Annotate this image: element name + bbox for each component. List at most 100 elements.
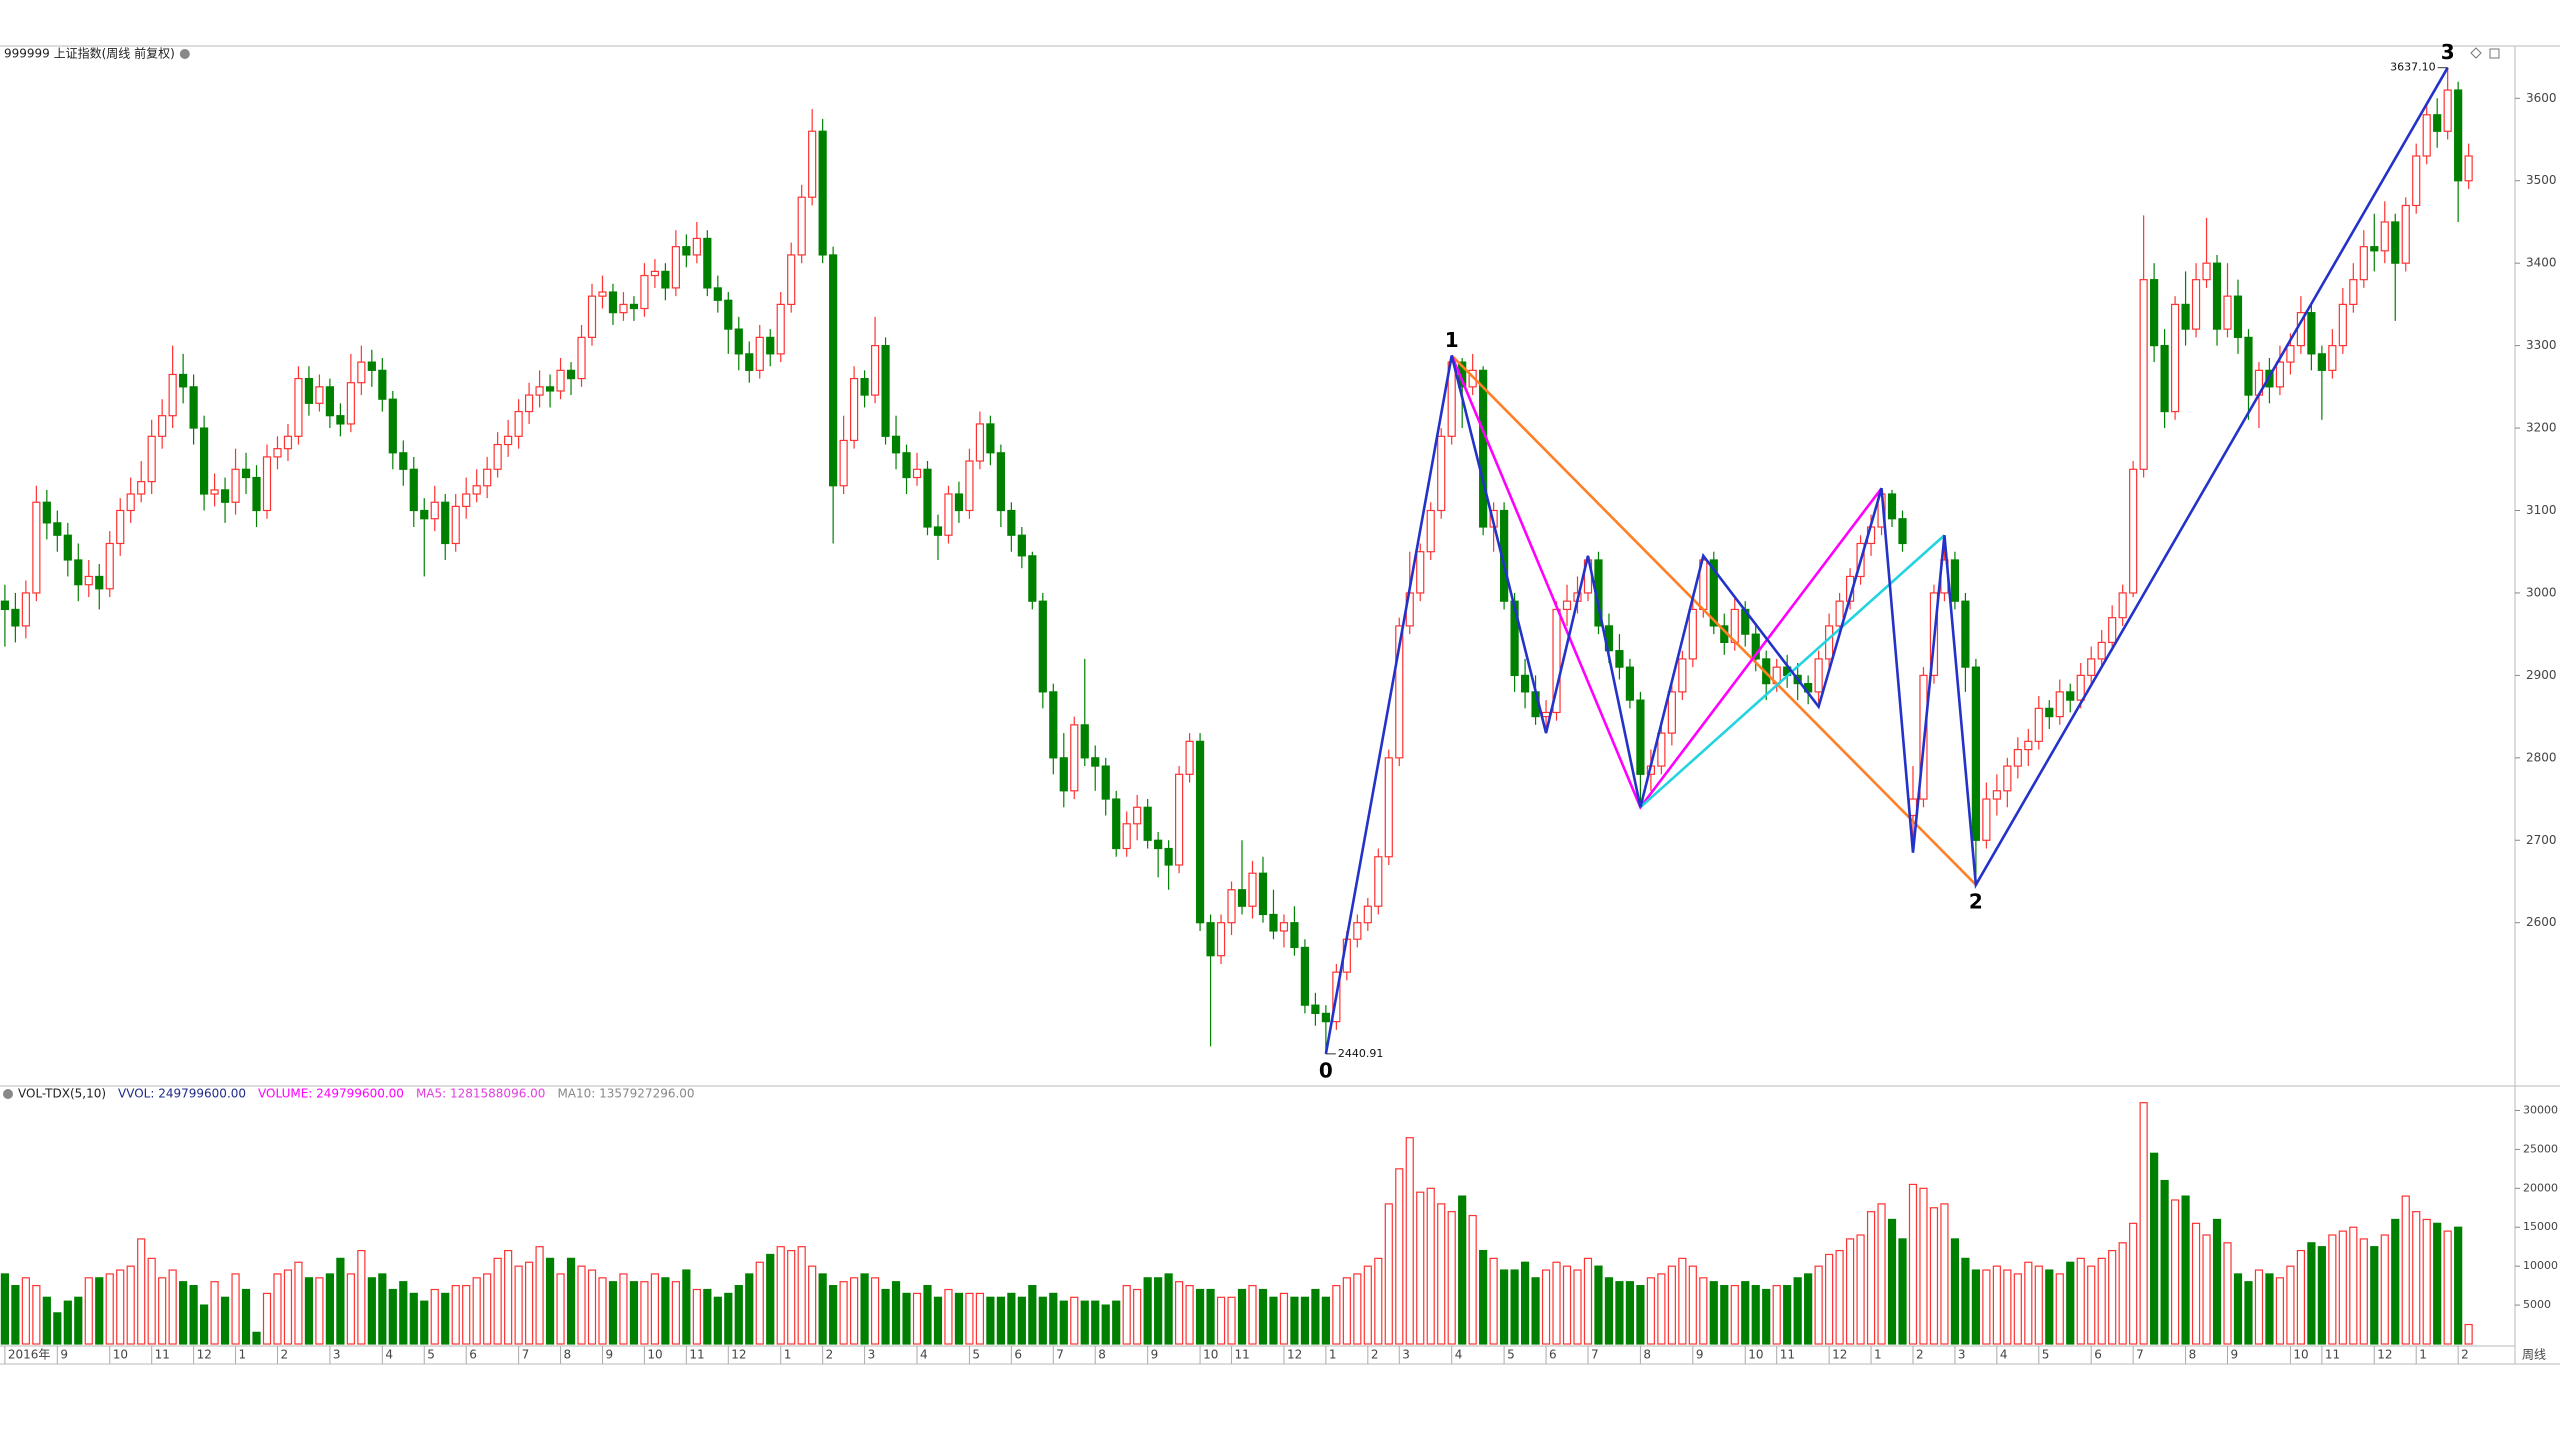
candle-body [430,501,439,520]
candle-body [147,435,156,483]
candle-body [179,373,188,388]
volume-bar [1929,1207,1939,1345]
candle-body [755,336,764,371]
chart-title: 999999 上证指数(周线 前复权) [4,46,175,61]
volume-header-item: VVOL: 249799600.00 [118,1087,246,1101]
candle-body [1195,740,1205,924]
y-tick-label: 2600 [2526,915,2557,929]
candle-body [462,493,471,507]
x-tick-label: 10 [113,1348,128,1362]
volume-bar [0,1273,9,1345]
volume-bar [1856,1234,1865,1345]
volume-bar [1195,1288,1205,1345]
volume-bar [388,1288,397,1345]
candle-body [514,410,523,437]
candle-body [262,456,272,512]
candle-body [1982,798,1991,841]
period-label[interactable]: 周线 [2522,1348,2546,1362]
window-icon[interactable] [2489,48,2500,59]
volume-bar [1300,1296,1310,1345]
candle-body [745,353,754,371]
candle-body [1143,806,1152,841]
volume-bar [74,1296,83,1345]
candle-body [1416,551,1425,594]
candle-body [1269,913,1278,932]
volume-bar [954,1292,964,1345]
candle-body [1154,839,1163,850]
candle-body [556,369,565,392]
volume-bar [2045,1269,2054,1345]
volume-bar [273,1273,282,1345]
candle-body [839,439,848,487]
candle-body [1311,1004,1320,1014]
volume-bar [1814,1265,1823,1345]
volume-bar [1143,1277,1152,1345]
x-tick-label: 7 [522,1348,530,1362]
volume-bar [1206,1288,1215,1345]
candle-body [1814,658,1823,693]
volume-bar [1500,1269,1509,1345]
y-tick-label: 3100 [2526,503,2557,517]
volume-bar [126,1265,135,1345]
volume-bar [1216,1296,1226,1345]
candle-body [1059,757,1068,792]
volume-bar [1447,1211,1456,1345]
x-tick-label: 10 [1203,1348,1218,1362]
volume-bar [860,1273,869,1345]
volume-bar [1154,1277,1163,1345]
volume-menu-icon[interactable] [3,1089,13,1099]
candle-body [1175,773,1184,866]
volume-bar [1384,1203,1393,1345]
x-tick-label: 4 [920,1348,928,1362]
candle-body [1992,790,2001,800]
volume-bar [1237,1288,1247,1345]
candle-body [126,493,135,512]
volume-bar [1741,1281,1750,1345]
volume-bar [1311,1288,1320,1345]
volume-bar [1080,1300,1089,1345]
candle-body [1133,806,1142,825]
x-tick-label: 1 [784,1348,792,1362]
draw-tool-icon[interactable] [2470,47,2482,59]
x-tick-label: 9 [605,1348,613,1362]
x-tick-label: 7 [2136,1348,2144,1362]
volume-bar [1594,1265,1603,1345]
volume-bar [1720,1285,1729,1345]
candle-body [598,291,607,297]
candle-body [1709,559,1718,627]
volume-bar [2433,1222,2442,1345]
candle-body [189,386,198,429]
x-tick-label: 8 [564,1348,572,1362]
x-tick-label: 2 [1916,1348,1924,1362]
candle-body [409,468,418,512]
volume-bar [2454,1226,2463,1345]
volume-bar [1877,1203,1886,1345]
volume-bar [975,1292,985,1345]
candle-body [566,369,576,380]
candle-body [1216,922,1226,957]
volume-bar [902,1292,911,1345]
volume-bar [776,1246,785,1345]
candle-body [2076,674,2085,701]
candle-body [32,501,41,594]
volume-bar [1510,1269,1519,1345]
candle-body [1227,889,1236,924]
volume-bar [220,1296,230,1345]
candle-body [682,246,691,256]
volume-bar [2244,1281,2253,1345]
candle-body [1971,666,1980,841]
volume-bar [1982,1269,1991,1345]
title-menu-icon[interactable] [179,49,190,59]
volume-bar [2307,1242,2316,1345]
volume-bar [1636,1285,1645,1345]
candle-body [21,592,30,627]
candle-body [2097,641,2106,660]
candle-body [2191,279,2201,330]
candle-body [42,501,51,524]
volume-bar [168,1269,177,1345]
volume-bar [2024,1261,2033,1345]
volume-bar [262,1292,272,1345]
volume-bar [1395,1168,1404,1345]
candle-body [1751,633,1760,660]
volume-bar [1342,1277,1351,1345]
